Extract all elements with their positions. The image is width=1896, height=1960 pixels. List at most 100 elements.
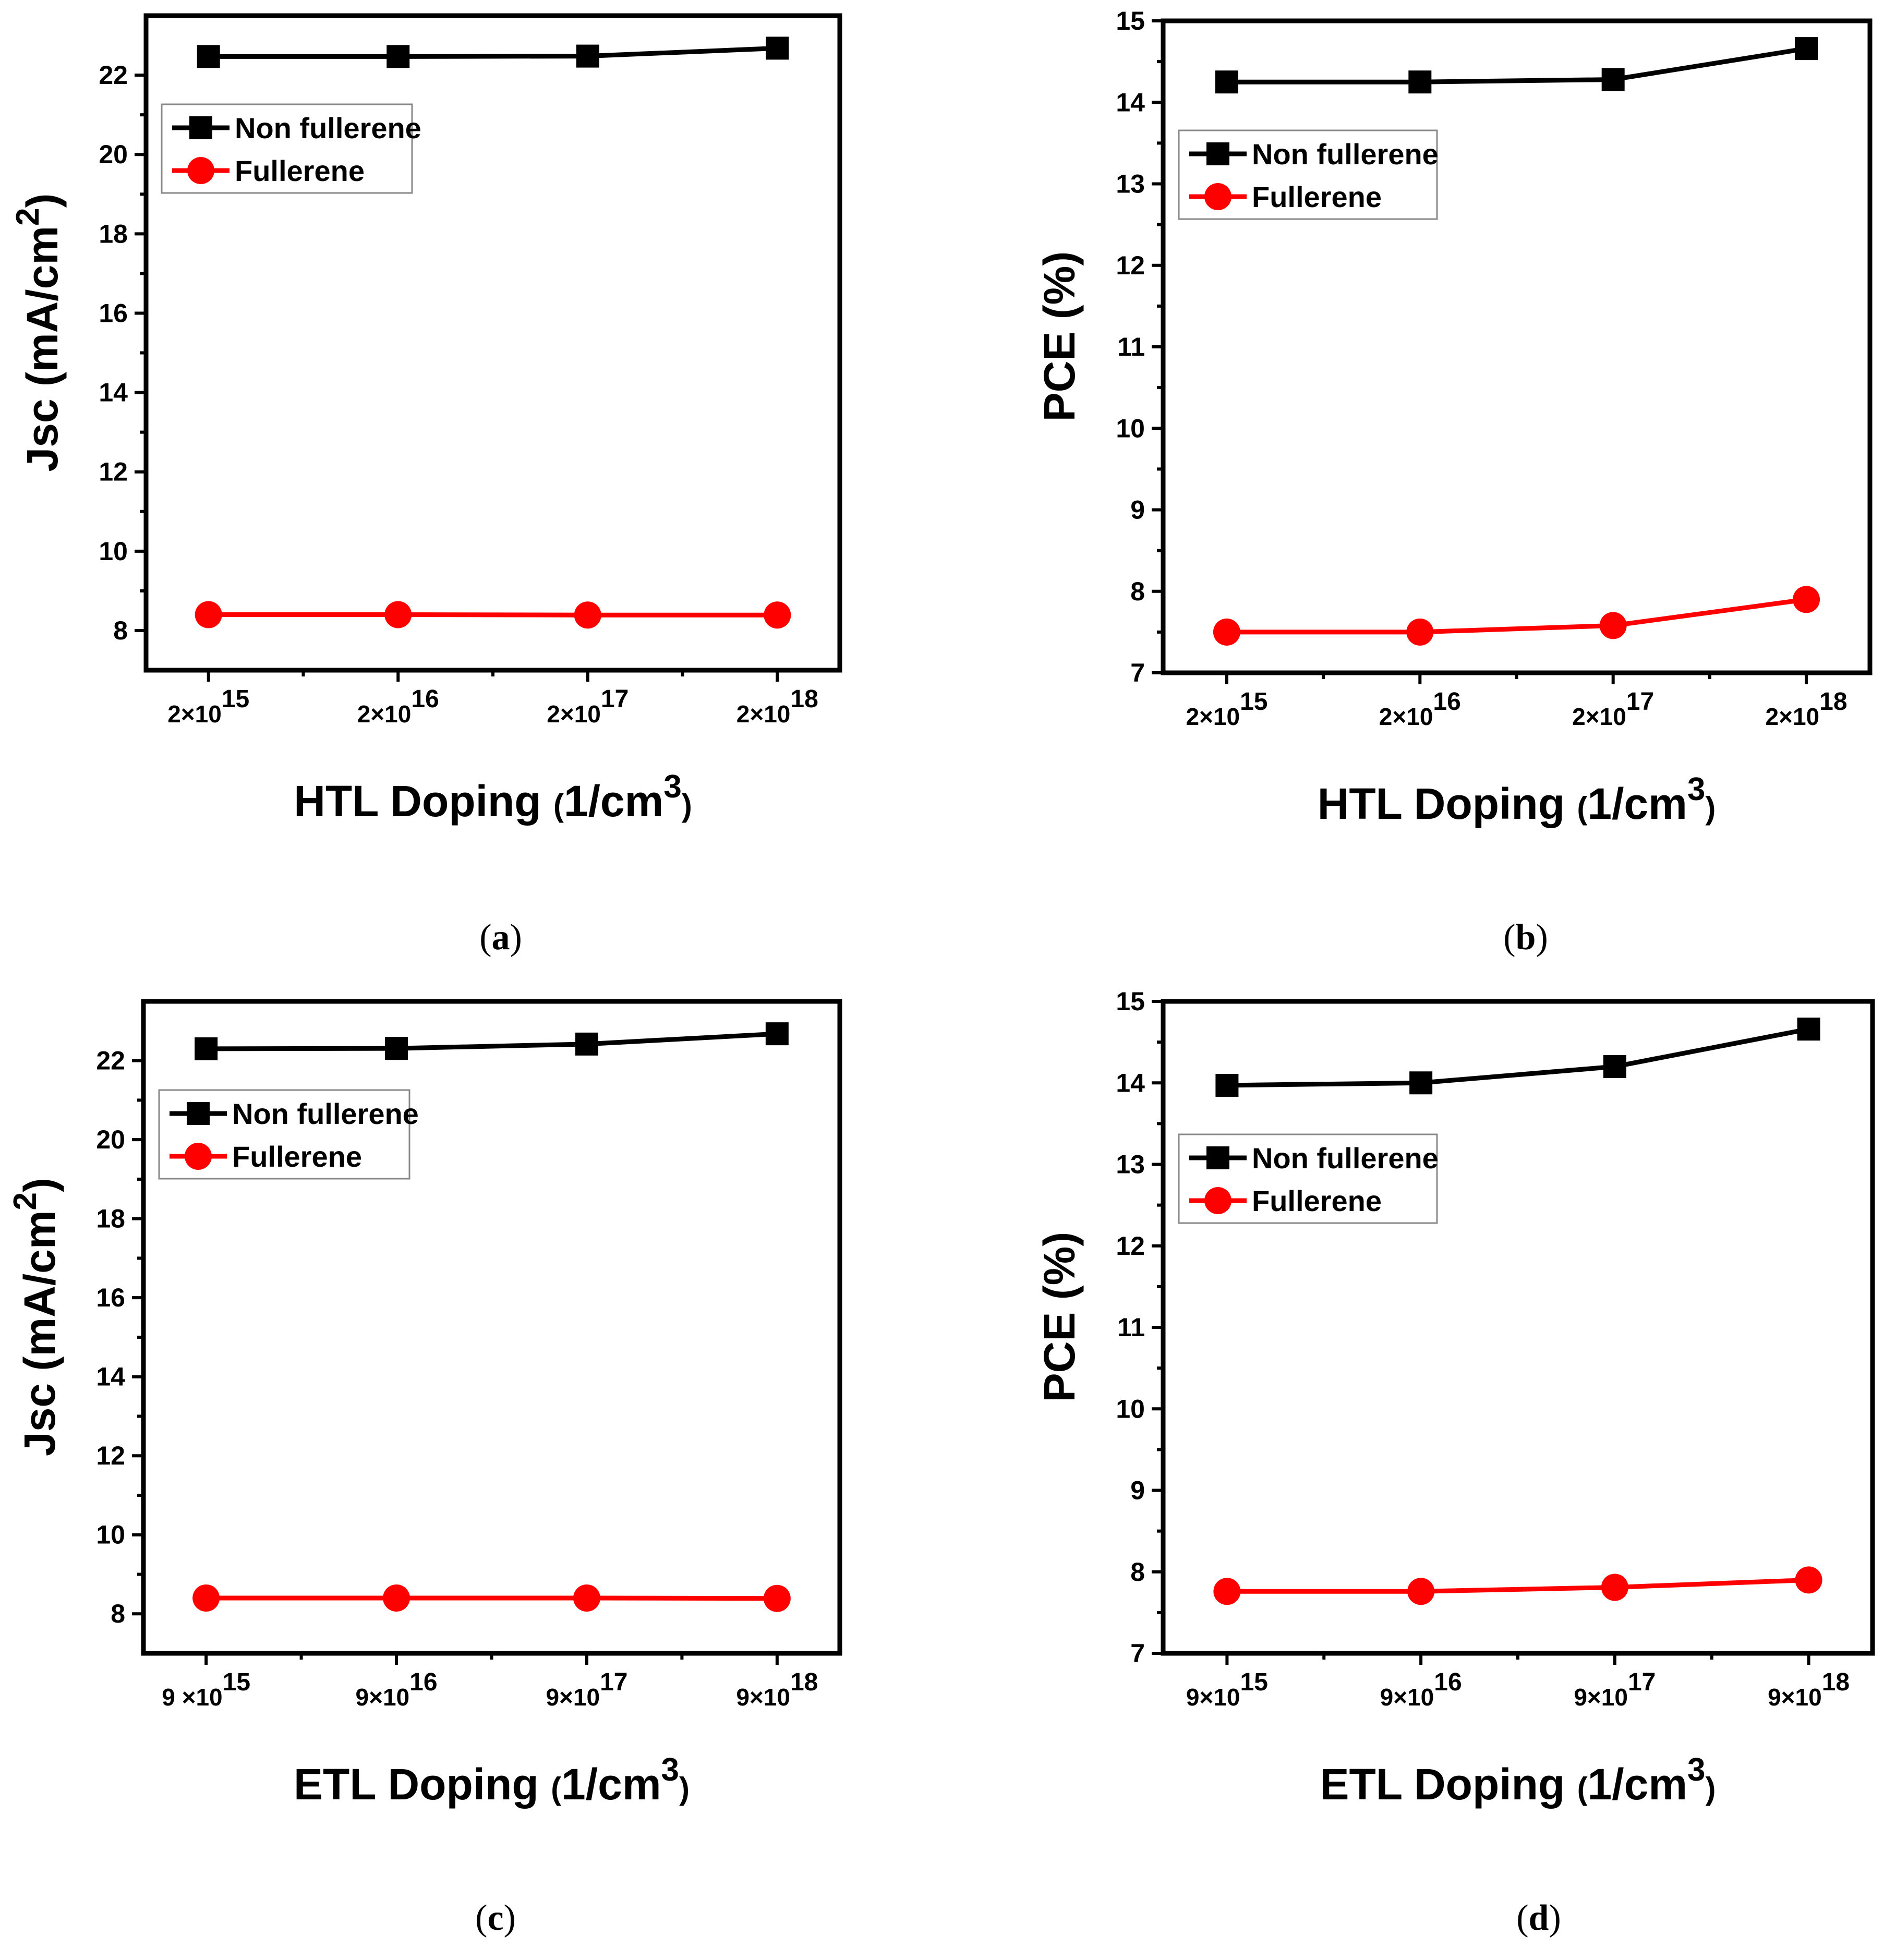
y-axis-title: PCE (%) [1035, 251, 1084, 422]
y-tick-label: 10 [1116, 414, 1145, 443]
y-tick-label: 15 [1116, 6, 1145, 35]
y-tick-label: 12 [1116, 1231, 1145, 1261]
data-point-circle [573, 1584, 600, 1612]
y-tick-label: 8 [1130, 577, 1145, 606]
y-tick-label: 10 [96, 1520, 125, 1550]
y-tick-label: 15 [1116, 987, 1145, 1016]
data-point-circle [1213, 1578, 1241, 1605]
x-tick-label: 9×1018 [1768, 1668, 1850, 1711]
y-tick-label: 7 [1130, 658, 1145, 687]
chart-panel-c: 8 10 12 14 16 18 20 22 9 ×1015 9×1016 9×1017 9×1018… [7, 999, 842, 1938]
data-point-circle [1795, 1566, 1822, 1594]
data-point-circle [1407, 1578, 1435, 1605]
plot-frame [1161, 18, 1873, 675]
y-tick-label: 11 [1117, 332, 1145, 361]
data-point-square [387, 45, 410, 68]
data-point-square [1215, 1073, 1239, 1097]
x-tick-label: 9×1017 [546, 1668, 627, 1711]
y-tick-label: 11 [1117, 1313, 1145, 1342]
y-tick-label: 22 [96, 1046, 125, 1075]
y-tick-label: 8 [113, 616, 128, 645]
chart-panel-b: 7 8 9 10 11 12 13 14 15 2×1015 2×1016 2×1017 2×1018 N… [1035, 6, 1873, 958]
data-point-square [1409, 1071, 1433, 1095]
data-point-circle [192, 1584, 220, 1612]
x-tick-label: 9 ×1015 [162, 1668, 250, 1711]
x-tick-label: 2×1016 [1379, 688, 1461, 730]
x-axis-title: HTL Doping (1/cm3) [1318, 771, 1716, 828]
data-point-circle [384, 601, 412, 628]
y-tick-label: 7 [1130, 1639, 1145, 1668]
y-tick-label: 13 [1116, 1150, 1145, 1179]
legend-square-marker [1206, 1146, 1229, 1169]
legend-circle-marker [187, 157, 214, 184]
legend-label: Fullerene [1252, 1184, 1382, 1217]
y-tick-label: 9 [1130, 1476, 1145, 1505]
y-tick-label: 12 [1116, 251, 1145, 280]
y-tick-label: 13 [1116, 170, 1145, 199]
y-tick-label: 10 [99, 537, 128, 566]
y-tick-label: 18 [99, 219, 128, 248]
legend-label: Non fullerene [1252, 138, 1439, 171]
legend-circle-marker [1204, 1187, 1231, 1214]
data-point-square [1603, 1055, 1626, 1078]
legend-label: Fullerene [232, 1140, 362, 1173]
data-point-circle [1406, 618, 1434, 646]
series-line-fullerene [1227, 1577, 1809, 1594]
data-point-square [1408, 70, 1432, 94]
y-tick-label: 12 [99, 457, 128, 487]
panel-label: (a) [479, 917, 522, 958]
data-point-circle [574, 601, 601, 629]
y-tick-label: 8 [111, 1599, 125, 1628]
legend-label: Fullerene [1252, 180, 1382, 213]
x-tick-label: 2×1018 [1766, 688, 1847, 730]
series-line-non-fullerene [208, 45, 778, 59]
x-tick-label: 2×1015 [167, 685, 249, 728]
x-tick-label: 9×1015 [1186, 1668, 1268, 1711]
y-tick-label: 14 [99, 378, 128, 407]
y-tick-label: 14 [96, 1362, 125, 1392]
data-point-square [575, 1032, 598, 1056]
data-point-circle [1599, 612, 1627, 639]
data-point-square [1215, 70, 1238, 94]
y-tick-label: 20 [96, 1125, 125, 1154]
y-tick-label: 14 [1116, 88, 1145, 117]
legend-square-marker [189, 116, 212, 139]
x-tick-label: 2×1017 [1572, 688, 1654, 730]
x-axis-title: HTL Doping (1/cm3) [294, 769, 692, 826]
x-tick-label: 2×1017 [547, 685, 629, 728]
data-point-square [1601, 68, 1625, 91]
data-point-circle [383, 1584, 410, 1612]
x-axis-title: ETL Doping (1/cm3) [294, 1752, 690, 1809]
y-axis-title: PCE (%) [1035, 1232, 1084, 1402]
y-tick-label: 10 [1116, 1394, 1145, 1423]
legend-label: Non fullerene [235, 112, 421, 144]
x-axis-title: ETL Doping (1/cm3) [1320, 1752, 1716, 1809]
x-tick-label: 9×1018 [736, 1668, 818, 1711]
x-tick-label: 2×1015 [1186, 688, 1267, 730]
data-point-square [576, 44, 599, 68]
x-tick-label: 9×1016 [356, 1668, 438, 1711]
plot-frame [1161, 999, 1875, 1656]
y-axis-title: Jsc (mA/cm2) [7, 1178, 64, 1456]
legend-label: Fullerene [235, 154, 365, 187]
panel-label: (d) [1516, 1898, 1561, 1938]
y-tick-label: 22 [99, 61, 128, 90]
data-point-square [766, 37, 789, 60]
series-line-fullerene [206, 1595, 777, 1601]
legend-label: Non fullerene [1252, 1142, 1439, 1175]
chart-panel-a: 8 10 12 14 16 18 20 22 2×1015 2×1016 2×1017 2×1018 N… [10, 13, 842, 958]
data-point-circle [1601, 1574, 1628, 1601]
data-point-square [197, 45, 220, 68]
y-axis-title: Jsc (mA/cm2) [10, 193, 67, 471]
series-line-non-fullerene [1227, 1026, 1809, 1088]
x-tick-label: 2×1016 [357, 685, 439, 728]
legend-circle-marker [185, 1143, 212, 1170]
panel-label: (c) [475, 1898, 516, 1938]
x-tick-label: 9×1016 [1380, 1668, 1462, 1711]
data-point-square [385, 1037, 408, 1060]
data-point-circle [763, 1584, 791, 1612]
panel-label: (b) [1503, 917, 1548, 958]
y-tick-label: 20 [99, 140, 128, 169]
x-tick-label: 2×1018 [736, 685, 818, 728]
